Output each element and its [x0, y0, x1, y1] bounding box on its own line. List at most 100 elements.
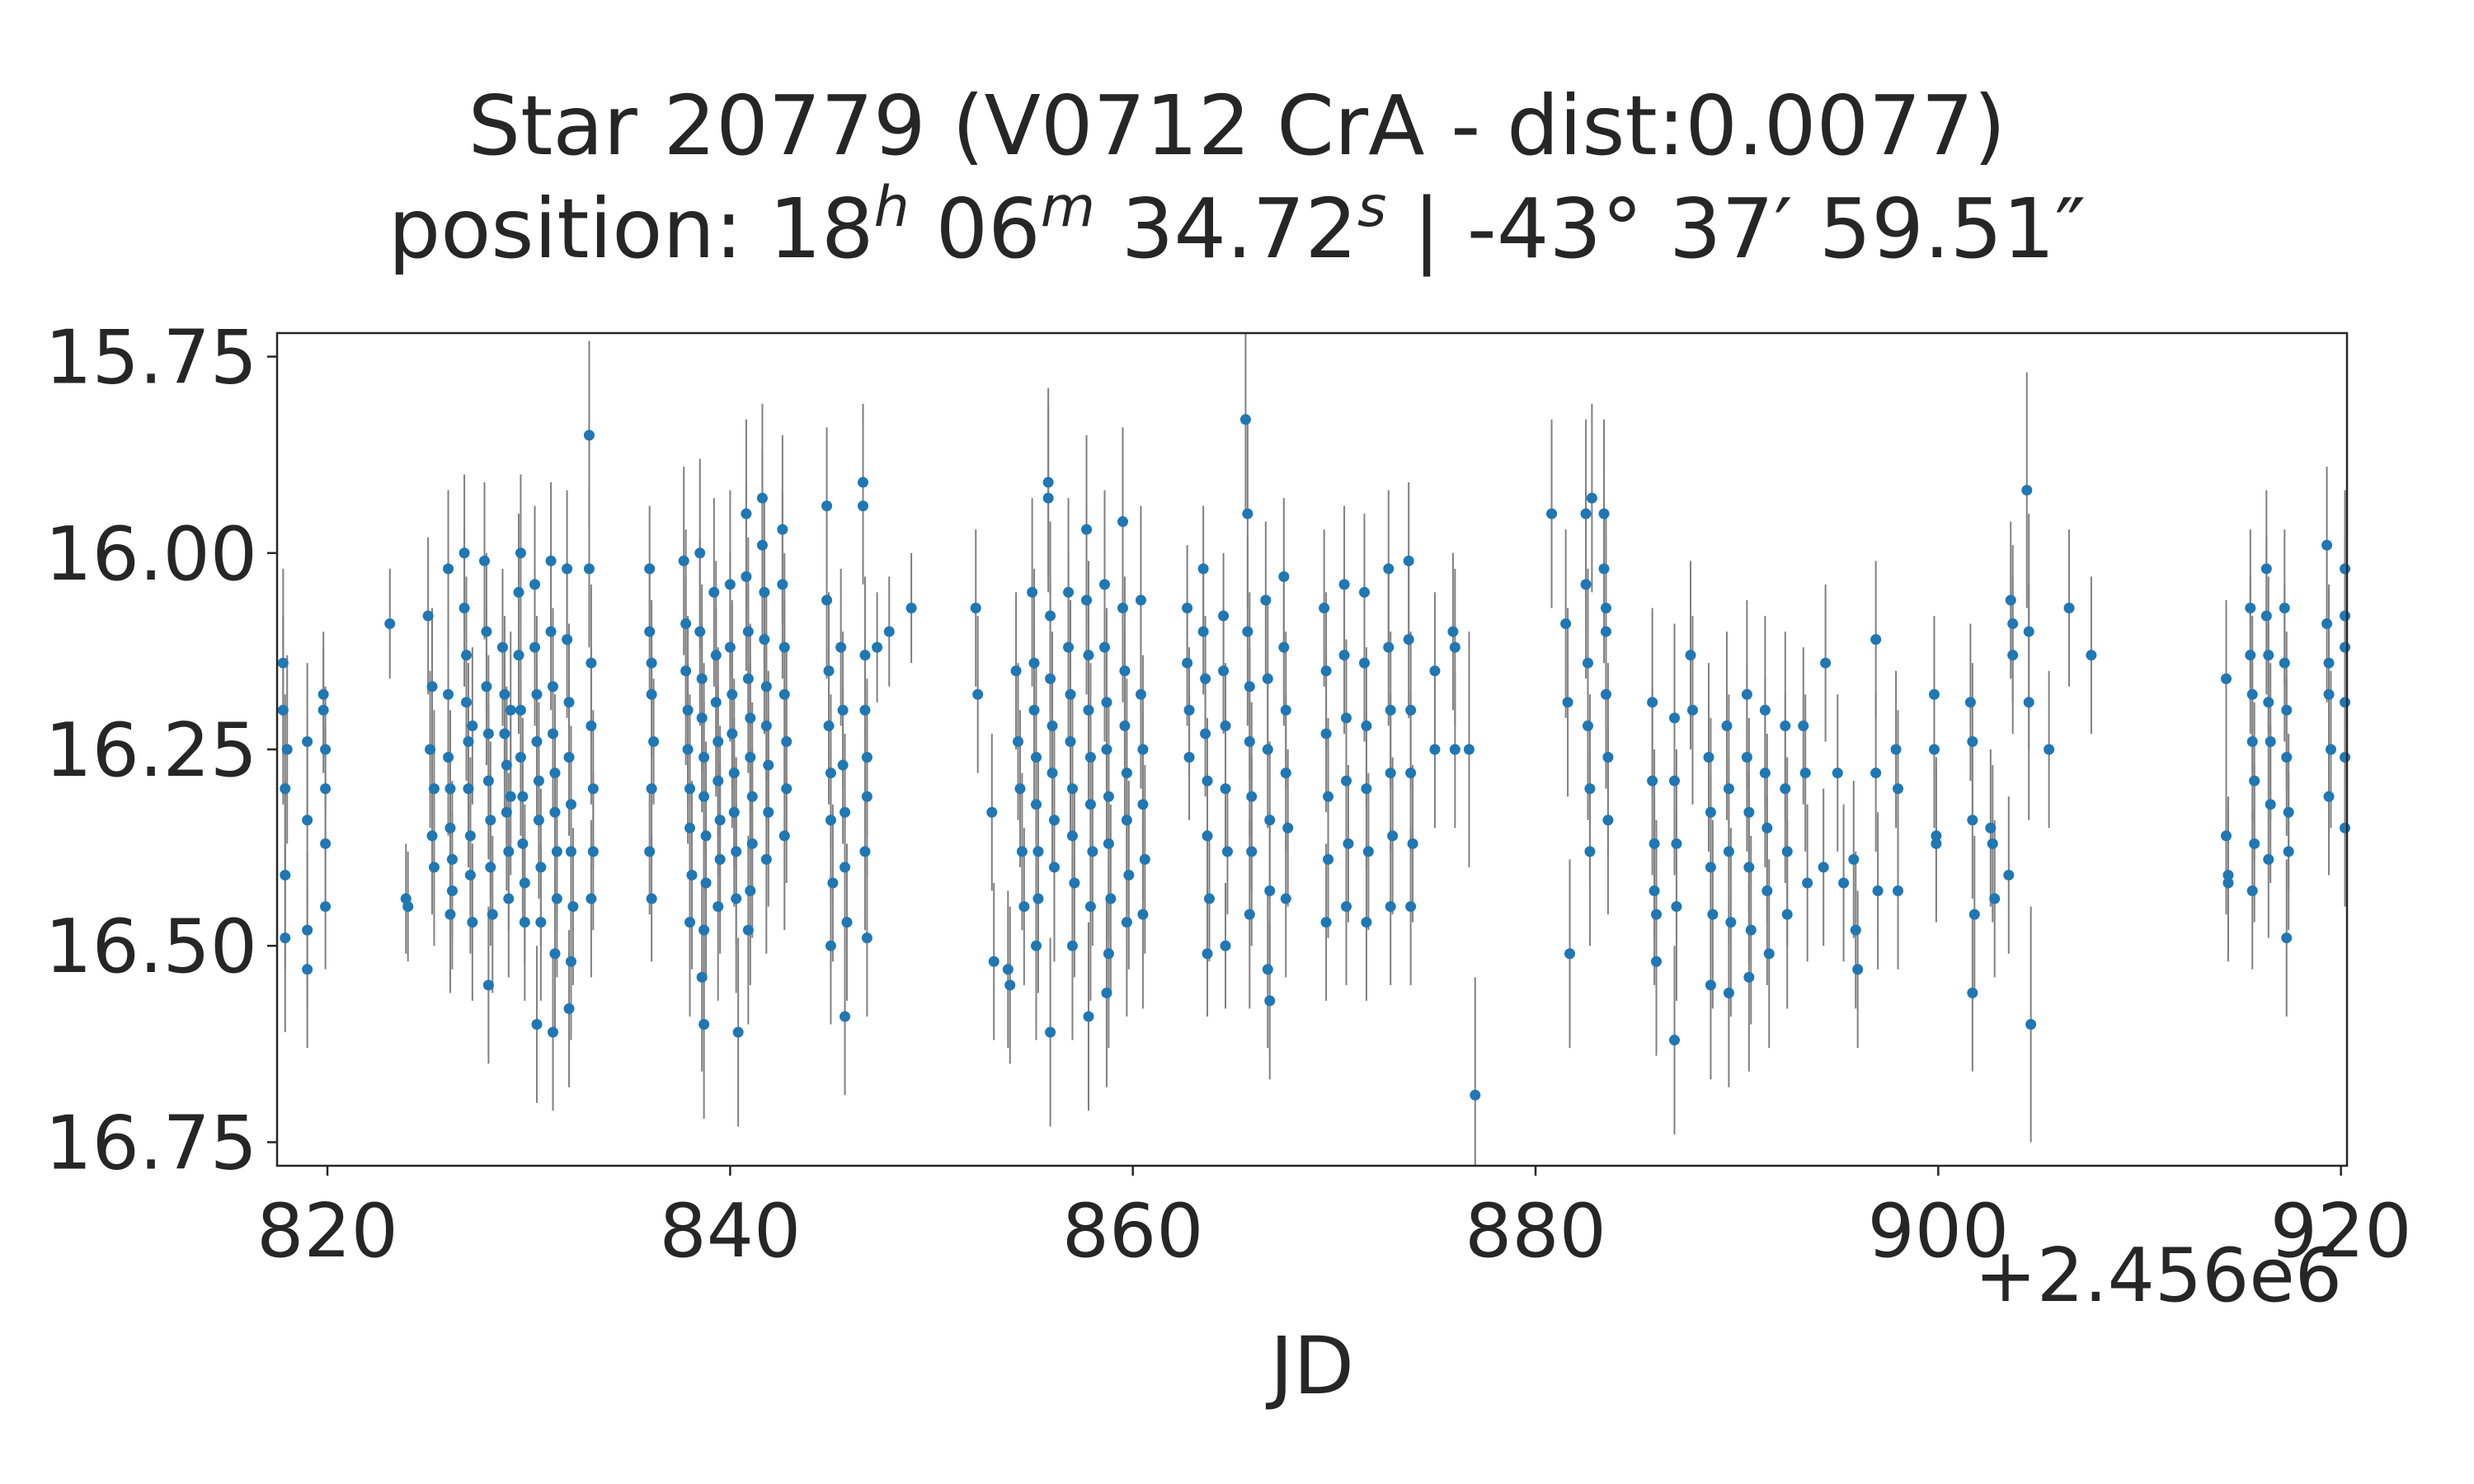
data-point	[1066, 783, 1078, 795]
data-point	[872, 641, 883, 653]
data-point	[1385, 768, 1396, 779]
data-point	[1182, 657, 1193, 669]
data-point	[280, 932, 291, 944]
data-point	[713, 901, 724, 913]
data-point	[302, 815, 313, 826]
data-point	[840, 806, 851, 818]
data-point	[567, 901, 579, 913]
y-tick-label: 16.75	[45, 1100, 257, 1186]
data-point	[986, 806, 998, 818]
data-point	[859, 650, 871, 661]
data-point	[1802, 877, 1813, 889]
data-point	[859, 704, 871, 716]
data-point	[1197, 563, 1209, 575]
data-point	[731, 846, 742, 857]
data-point	[2281, 752, 2293, 763]
data-point	[2283, 846, 2294, 857]
data-point	[972, 688, 984, 700]
data-point	[2023, 697, 2034, 708]
data-point	[710, 650, 722, 661]
data-point	[698, 924, 710, 936]
data-point	[1101, 744, 1112, 755]
data-point	[2007, 650, 2019, 661]
ra-seconds: 34.72	[1121, 181, 1358, 277]
data-point	[485, 862, 496, 873]
data-point	[1030, 799, 1042, 810]
data-point	[499, 728, 510, 740]
data-point	[1668, 712, 1680, 724]
data-point	[1103, 838, 1114, 849]
y-tick-label: 16.25	[45, 707, 257, 794]
data-point	[1387, 830, 1399, 842]
data-point	[1117, 516, 1128, 528]
data-point	[2025, 1018, 2037, 1030]
data-point	[1002, 964, 1014, 975]
data-point	[1343, 838, 1354, 849]
dec-coordinate: -43° 37′ 59.51″	[1466, 181, 2086, 277]
data-point	[777, 579, 788, 590]
data-point	[478, 555, 490, 566]
data-point	[698, 1018, 710, 1030]
data-point	[1121, 768, 1132, 779]
data-point	[1239, 414, 1251, 425]
data-point	[760, 720, 772, 731]
data-point	[1759, 704, 1771, 716]
data-point	[1004, 979, 1016, 991]
data-point	[2340, 641, 2351, 653]
data-point	[1083, 1011, 1094, 1022]
data-point	[1032, 846, 1044, 857]
data-point	[548, 681, 559, 693]
chart-title-line1: Star 20779 (V0712 CrA - dist:0.0077)	[468, 77, 2006, 174]
data-point	[1602, 752, 1614, 763]
data-point	[1341, 775, 1352, 787]
data-point	[825, 815, 836, 826]
data-point	[682, 704, 694, 716]
data-point	[545, 555, 557, 566]
data-point	[745, 752, 756, 763]
data-point	[1447, 626, 1459, 637]
position-prefix: position:	[388, 181, 769, 277]
data-point	[1361, 720, 1372, 731]
data-point	[1280, 893, 1291, 904]
data-point	[426, 681, 438, 693]
data-point	[1583, 657, 1594, 669]
data-point	[1103, 791, 1114, 802]
data-point	[1101, 987, 1112, 998]
data-point	[1584, 846, 1596, 857]
data-point	[464, 830, 476, 842]
data-point	[2279, 602, 2290, 613]
data-point	[1028, 704, 1040, 716]
data-point	[517, 791, 529, 802]
data-point	[680, 665, 692, 677]
data-point	[1818, 862, 1829, 873]
data-point	[1032, 893, 1044, 904]
data-point	[1848, 853, 1860, 865]
data-point	[1278, 571, 1290, 582]
data-point	[587, 783, 599, 795]
data-point	[1463, 744, 1475, 755]
x-axis: 820 840 860 880 900 920	[256, 1166, 2412, 1275]
data-point	[1320, 917, 1332, 928]
data-point	[1013, 735, 1024, 747]
data-point	[2263, 853, 2274, 865]
data-point	[481, 681, 492, 693]
data-point	[467, 917, 478, 928]
data-point	[1759, 768, 1771, 779]
x-tick-label: 900	[1867, 1188, 2009, 1275]
data-point	[731, 893, 742, 904]
data-point	[2340, 563, 2351, 575]
data-point	[1967, 815, 1978, 826]
data-point	[443, 752, 454, 763]
data-point	[1546, 508, 1558, 519]
data-point	[837, 759, 849, 771]
plot-frame	[275, 331, 2349, 1167]
data-point	[1743, 806, 1755, 818]
data-point	[742, 673, 754, 684]
data-point	[535, 862, 547, 873]
data-point	[1280, 704, 1291, 716]
data-point	[505, 704, 516, 716]
data-point	[548, 1026, 559, 1038]
data-point	[1083, 704, 1094, 716]
data-point	[1651, 909, 1663, 920]
data-point	[1135, 594, 1146, 606]
